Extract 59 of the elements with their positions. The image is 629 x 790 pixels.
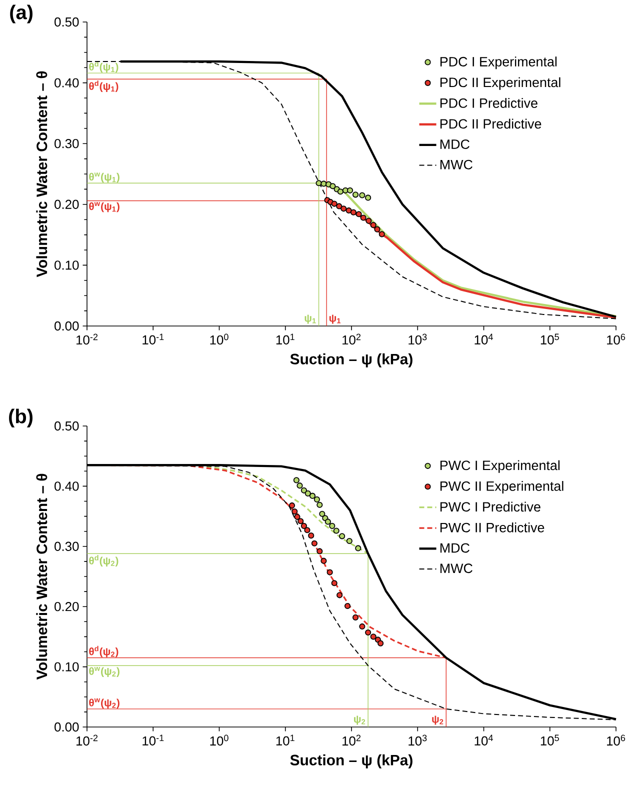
legend-label: PWC I Predictive — [440, 502, 540, 512]
x-tick-label: 10$^{0}$ — [210, 334, 228, 345]
y-tick-label: 0.00 — [54, 321, 79, 331]
x-tick-label: 10$^{1}$ — [276, 734, 294, 746]
x-tick-label: 10$^{3}$ — [408, 334, 427, 345]
ref-line-label: θ$^{d}$(ψ$_{2}$) — [89, 646, 118, 658]
y-tick-label: 0.30 — [54, 542, 79, 551]
legend-label: PDC II Experimental — [440, 77, 560, 90]
legend-label: MDC — [440, 139, 470, 149]
y-tick-label: 0.00 — [54, 722, 79, 732]
legend-label: MWC — [440, 160, 472, 170]
legend-label: PWC I Experimental — [440, 460, 560, 473]
x-tick-label: 10$^{4}$ — [474, 734, 493, 746]
x-tick-label: 10$^{5}$ — [540, 334, 559, 344]
ref-line-label: ψ$_{1}$ — [304, 314, 316, 324]
legend-label: PDC I Predictive — [440, 98, 538, 108]
y-tick-label: 0.10 — [54, 260, 79, 270]
ref-line-label: θ$^{d}$(ψ$_{2}$) — [89, 555, 118, 566]
x-tick-label: 10$^{3}$ — [408, 734, 427, 746]
legend-label: PDC I Experimental — [440, 56, 557, 70]
chart-title: (b) — [9, 408, 32, 428]
x-tick-label: 10$^{6}$ — [607, 334, 626, 345]
y-tick-label: 0.40 — [54, 482, 79, 491]
ref-line-label: θ$^{w}$(ψ$_{2}$) — [89, 698, 120, 708]
legend-label: PWC II Experimental — [440, 481, 564, 494]
x-tick-label: 10$^{-1}$ — [142, 734, 164, 746]
x-tick-label: 10$^{-2}$ — [76, 334, 98, 345]
legend-label: MDC — [440, 543, 470, 553]
y-tick-label: 0.40 — [54, 78, 79, 88]
x-tick-label: 10$^{4}$ — [474, 334, 493, 344]
x-tick-label: 10$^{2}$ — [342, 334, 361, 345]
x-tick-label: 10$^{5}$ — [540, 734, 559, 746]
ref-line-label: ψ$_{1}$ — [329, 314, 341, 324]
y-tick-label: 0.30 — [54, 139, 79, 148]
y-tick-label: 0.20 — [54, 200, 79, 209]
ref-line-label: θ$^{w}$(ψ$_{1}$) — [89, 172, 120, 183]
x-tick-label: 10$^{-1}$ — [142, 334, 164, 344]
x-tick-label: 10$^{6}$ — [607, 734, 626, 746]
ref-line-label: θ$^{d}$(ψ$_{1}$) — [89, 80, 118, 92]
y-axis-title: Volumetric Water Content – θ — [36, 474, 48, 680]
legend-label: MWC — [440, 564, 472, 574]
x-tick-label: 10$^{0}$ — [210, 734, 228, 746]
x-axis-title: Suction – ψ (kPa) — [290, 754, 412, 768]
y-axis-title: Volumetric Water Content – θ — [36, 71, 48, 278]
x-tick-label: 10$^{-2}$ — [76, 734, 98, 746]
y-tick-label: 0.20 — [54, 602, 79, 612]
x-tick-label: 10$^{1}$ — [276, 334, 294, 344]
ref-line-label: ψ$_{2}$ — [354, 716, 366, 725]
legend-label: PWC II Predictive — [440, 522, 544, 532]
x-tick-label: 10$^{2}$ — [342, 734, 361, 746]
y-tick-label: 0.10 — [54, 662, 79, 672]
x-axis-title: Suction – ψ (kPa) — [290, 353, 412, 368]
y-tick-label: 0.50 — [54, 17, 79, 27]
ref-line-label: θ$^{w}$(ψ$_{1}$) — [89, 202, 120, 212]
ref-line-label: ψ$_{2}$ — [432, 716, 444, 725]
chart-title: (a) — [10, 4, 32, 24]
legend-label: PDC II Predictive — [440, 118, 542, 129]
ref-line-label: θ$^{w}$(ψ$_{2}$) — [89, 666, 120, 677]
y-tick-label: 0.50 — [54, 421, 79, 431]
